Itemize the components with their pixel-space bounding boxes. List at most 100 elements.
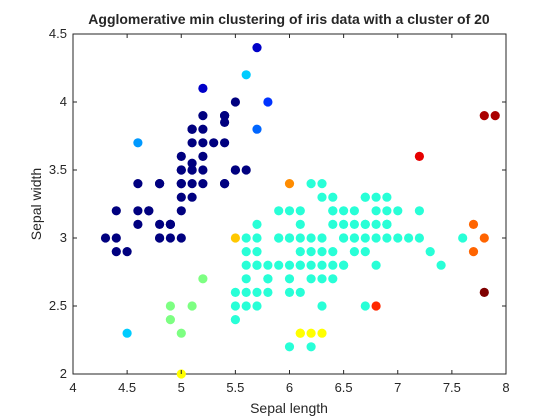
data-point-cluster-7 bbox=[241, 260, 251, 270]
data-point-cluster-12 bbox=[479, 233, 489, 243]
data-point-cluster-7 bbox=[349, 219, 359, 229]
data-point-cluster-7 bbox=[284, 274, 295, 284]
data-point-cluster-7 bbox=[252, 247, 262, 257]
data-point-cluster-1 bbox=[133, 219, 143, 229]
data-point-cluster-7 bbox=[306, 260, 316, 270]
data-point-cluster-1 bbox=[230, 165, 240, 175]
data-point-cluster-7 bbox=[230, 315, 240, 325]
data-point-cluster-1 bbox=[198, 165, 208, 175]
data-point-cluster-7 bbox=[241, 233, 251, 243]
data-point-cluster-8 bbox=[165, 301, 175, 311]
data-point-cluster-1 bbox=[111, 206, 121, 216]
data-point-cluster-7 bbox=[241, 247, 251, 257]
data-point-cluster-1 bbox=[198, 124, 208, 134]
data-point-cluster-7 bbox=[317, 247, 327, 257]
data-point-cluster-1 bbox=[176, 206, 186, 216]
data-point-cluster-7 bbox=[382, 233, 392, 243]
y-tick-label: 2 bbox=[60, 366, 67, 381]
data-point-cluster-7 bbox=[274, 206, 284, 216]
plot-area bbox=[72, 33, 507, 375]
data-point-cluster-7 bbox=[274, 260, 284, 270]
data-point-cluster-7 bbox=[349, 206, 359, 216]
data-point-cluster-1 bbox=[187, 158, 197, 168]
data-point-cluster-7 bbox=[317, 192, 327, 202]
data-point-cluster-7 bbox=[371, 233, 381, 243]
data-point-cluster-1 bbox=[220, 179, 230, 189]
data-point-cluster-6 bbox=[241, 70, 251, 80]
data-point-cluster-15 bbox=[490, 111, 500, 121]
data-point-cluster-7 bbox=[382, 206, 392, 216]
data-point-cluster-7 bbox=[371, 219, 381, 229]
data-point-cluster-1 bbox=[165, 233, 175, 243]
data-point-cluster-7 bbox=[284, 206, 295, 216]
data-point-cluster-7 bbox=[306, 179, 316, 189]
data-point-cluster-7 bbox=[382, 192, 392, 202]
chart-title: Agglomerative min clustering of iris dat… bbox=[88, 11, 490, 27]
data-point-cluster-7 bbox=[284, 233, 295, 243]
data-point-cluster-7 bbox=[230, 301, 240, 311]
data-point-cluster-14 bbox=[414, 151, 424, 161]
data-point-cluster-7 bbox=[317, 179, 327, 189]
data-point-cluster-1 bbox=[176, 179, 186, 189]
data-point-cluster-1 bbox=[220, 111, 230, 121]
data-point-cluster-1 bbox=[133, 179, 143, 189]
data-point-cluster-7 bbox=[393, 206, 403, 216]
x-tick-label: 4.5 bbox=[118, 380, 136, 395]
data-point-cluster-7 bbox=[263, 287, 273, 297]
data-point-cluster-7 bbox=[295, 260, 305, 270]
data-point-cluster-7 bbox=[295, 219, 305, 229]
data-point-cluster-1 bbox=[198, 111, 208, 121]
data-point-cluster-7 bbox=[284, 342, 295, 352]
data-point-cluster-7 bbox=[393, 233, 403, 243]
data-point-cluster-7 bbox=[317, 233, 327, 243]
x-tick-label: 5 bbox=[178, 380, 185, 395]
data-point-cluster-1 bbox=[155, 233, 165, 243]
data-point-cluster-1 bbox=[122, 247, 132, 257]
data-point-cluster-9 bbox=[306, 328, 316, 338]
data-point-cluster-6 bbox=[122, 328, 132, 338]
y-tick-label: 3 bbox=[60, 230, 67, 245]
data-point-cluster-7 bbox=[328, 274, 338, 284]
data-point-cluster-7 bbox=[371, 192, 381, 202]
data-point-cluster-1 bbox=[230, 97, 240, 107]
data-point-cluster-16 bbox=[479, 287, 489, 297]
data-point-cluster-9 bbox=[295, 328, 305, 338]
data-point-cluster-7 bbox=[241, 287, 251, 297]
data-point-cluster-1 bbox=[176, 165, 186, 175]
y-tick-label: 4.5 bbox=[49, 26, 67, 41]
data-point-cluster-1 bbox=[155, 219, 165, 229]
data-point-cluster-7 bbox=[263, 274, 273, 284]
x-tick-label: 7 bbox=[394, 380, 401, 395]
data-point-cluster-7 bbox=[360, 233, 370, 243]
data-point-cluster-1 bbox=[187, 138, 197, 148]
data-point-cluster-1 bbox=[133, 206, 143, 216]
data-point-cluster-7 bbox=[339, 233, 349, 243]
data-point-cluster-1 bbox=[187, 179, 197, 189]
data-point-cluster-1 bbox=[220, 117, 230, 127]
data-point-cluster-7 bbox=[414, 233, 424, 243]
data-point-cluster-7 bbox=[241, 274, 251, 284]
x-tick-label: 6.5 bbox=[335, 380, 353, 395]
x-axis-label: Sepal length bbox=[250, 400, 328, 416]
axis-ticks: 4 4.5 5 5.5 6 6.5 7 7.5 8 2 2.5 3 3.5 4 4.5 bbox=[49, 26, 510, 395]
data-point-cluster-7 bbox=[252, 233, 262, 243]
data-point-cluster-8 bbox=[198, 274, 208, 284]
data-point-cluster-1 bbox=[220, 138, 230, 148]
data-point-cluster-7 bbox=[295, 233, 305, 243]
data-point-cluster-1 bbox=[176, 233, 186, 243]
data-point-cluster-7 bbox=[328, 206, 338, 216]
data-point-cluster-1 bbox=[111, 233, 121, 243]
data-point-cluster-1 bbox=[187, 124, 197, 134]
data-point-cluster-7 bbox=[295, 247, 305, 257]
data-point-cluster-12 bbox=[468, 247, 479, 257]
data-point-cluster-7 bbox=[414, 206, 424, 216]
x-tick-label: 7.5 bbox=[443, 380, 461, 395]
data-point-cluster-7 bbox=[458, 233, 468, 243]
x-tick-label: 8 bbox=[502, 380, 509, 395]
x-tick-label: 4 bbox=[69, 380, 76, 395]
data-point-cluster-7 bbox=[436, 260, 446, 270]
data-point-cluster-7 bbox=[317, 274, 327, 284]
data-point-cluster-1 bbox=[176, 151, 186, 161]
data-point-cluster-7 bbox=[306, 233, 316, 243]
